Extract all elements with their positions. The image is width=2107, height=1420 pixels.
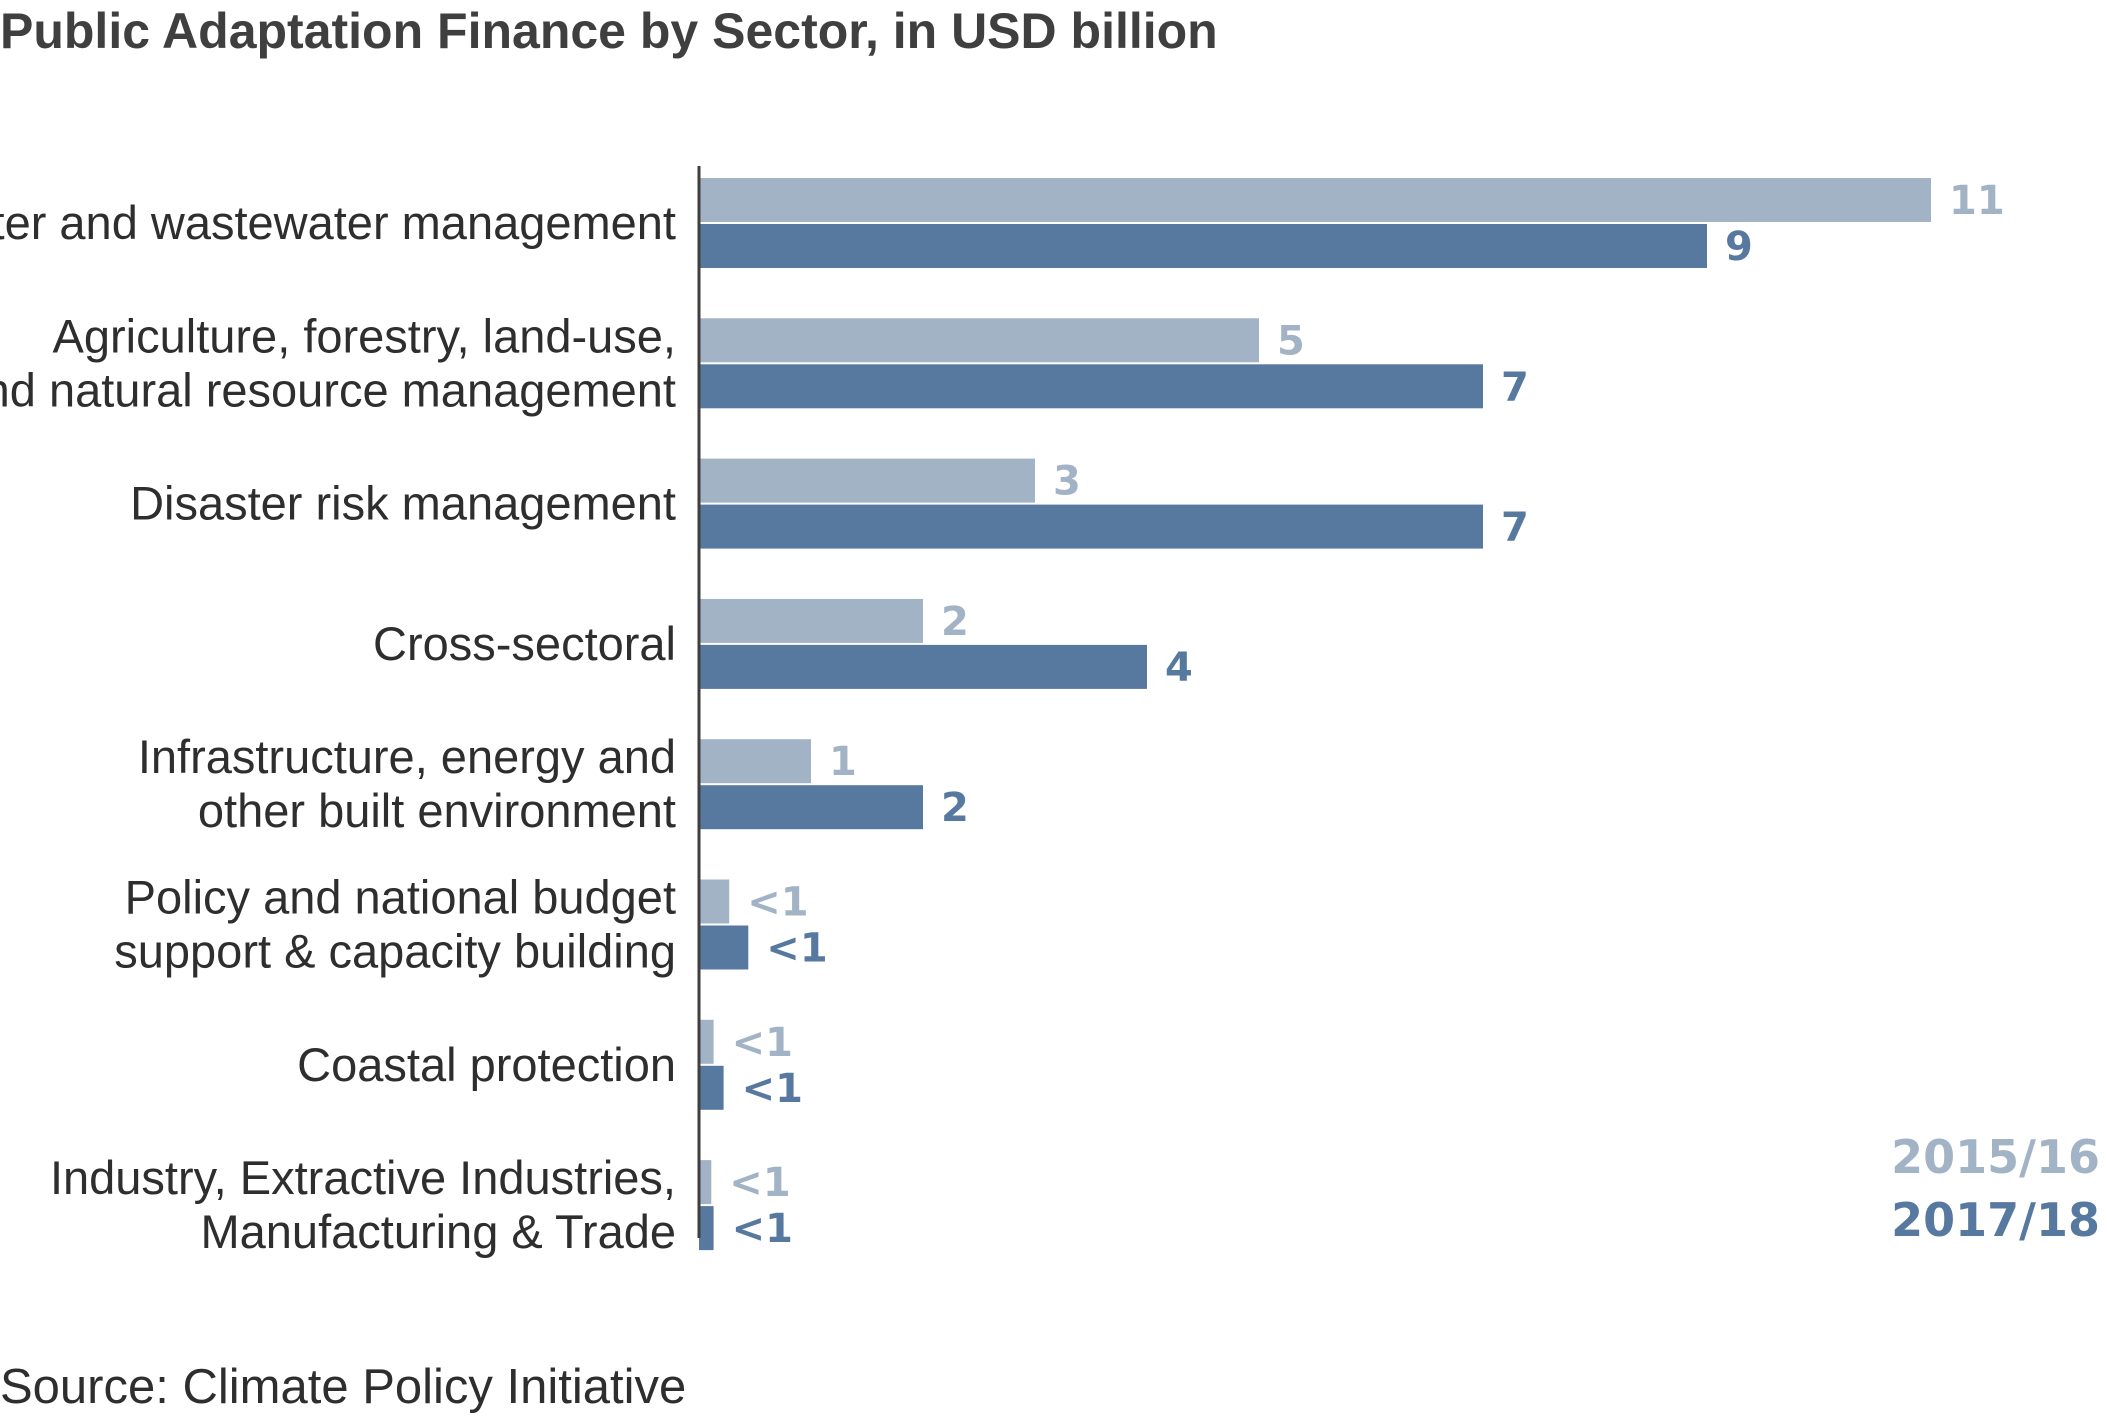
bar-2015-16 bbox=[699, 879, 730, 924]
category-label: Disaster risk management bbox=[130, 477, 676, 530]
data-label: <1 bbox=[732, 1020, 793, 1066]
data-label: 2 bbox=[941, 785, 969, 831]
bar-2015-16 bbox=[699, 318, 1259, 363]
chart-title: Public Adaptation Finance by Sector, in … bbox=[0, 3, 1218, 59]
data-label: 2 bbox=[941, 599, 969, 645]
category-label: Agriculture, forestry, land-use, bbox=[53, 309, 676, 362]
data-label: <1 bbox=[747, 880, 808, 926]
bar-2015-16 bbox=[699, 739, 811, 784]
data-label: 7 bbox=[1501, 505, 1529, 551]
category-label: Manufacturing & Trade bbox=[201, 1205, 677, 1258]
data-label: 3 bbox=[1053, 459, 1081, 505]
bar-2015-16 bbox=[699, 178, 1931, 222]
data-label: <1 bbox=[729, 1160, 790, 1206]
bar-2015-16 bbox=[699, 1160, 712, 1205]
bar-2015-16 bbox=[699, 458, 1035, 503]
category-label: other built environment bbox=[198, 784, 676, 837]
legend-entry: 2017/18 bbox=[1891, 1193, 2100, 1247]
data-label: <1 bbox=[742, 1066, 803, 1112]
data-label: 4 bbox=[1165, 645, 1193, 691]
category-label: and natural resource management bbox=[0, 363, 676, 416]
data-label: <1 bbox=[766, 926, 827, 972]
category-label: Industry, Extractive Industries, bbox=[50, 1151, 676, 1204]
data-label: <1 bbox=[732, 1206, 793, 1252]
bar-2017-18 bbox=[699, 364, 1483, 409]
bar-2017-18 bbox=[699, 925, 749, 970]
legend-entry: 2015/16 bbox=[1891, 1130, 2100, 1184]
bar-2017-18 bbox=[699, 1206, 714, 1251]
category-label: Water and wastewater management bbox=[0, 196, 676, 249]
data-label: 5 bbox=[1277, 318, 1305, 364]
bar-2017-18 bbox=[699, 1065, 724, 1110]
category-label: Coastal protection bbox=[297, 1038, 676, 1091]
bar-2017-18 bbox=[699, 785, 923, 830]
data-label: 1 bbox=[829, 739, 857, 785]
source-note: Source: Climate Policy Initiative bbox=[0, 1360, 686, 1414]
category-label: Cross-sectoral bbox=[373, 617, 676, 670]
data-label: 9 bbox=[1725, 224, 1753, 270]
data-label: 7 bbox=[1501, 364, 1529, 410]
data-label: 11 bbox=[1949, 178, 2005, 224]
category-label: support & capacity building bbox=[114, 925, 676, 978]
bar-2017-18 bbox=[699, 644, 1147, 689]
legend: 2015/16 2017/18 bbox=[1891, 1130, 2100, 1247]
bar-2017-18 bbox=[699, 224, 1707, 268]
bar-2015-16 bbox=[699, 598, 923, 643]
category-label: Infrastructure, energy and bbox=[138, 730, 676, 783]
category-label: Policy and national budget bbox=[125, 871, 676, 924]
category-labels: Water and wastewater management Agricultu… bbox=[0, 196, 676, 1258]
bar-2015-16 bbox=[699, 1019, 714, 1064]
bar-2017-18 bbox=[699, 504, 1483, 549]
